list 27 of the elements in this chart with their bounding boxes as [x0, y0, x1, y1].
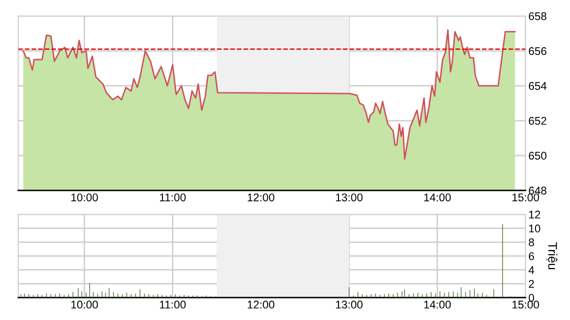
y-tick-label: 656	[528, 47, 546, 56]
y-tick-label: 8	[528, 238, 534, 246]
x-tick-label: 14:00	[424, 193, 451, 202]
x-tick-label: 10:00	[71, 193, 98, 202]
y-tick-label: 652	[528, 116, 546, 125]
y-tick-label: 10	[529, 224, 540, 232]
y-tick-label: 658	[528, 12, 546, 20]
x-tick-label: 10:00	[71, 300, 98, 309]
x-tick-label: 11:00	[160, 193, 186, 202]
x-tick-label: 15:00	[512, 300, 540, 309]
x-tick-label: 12:00	[248, 193, 274, 202]
y-tick-label: 650	[528, 152, 546, 160]
y-tick-label: 6	[528, 252, 534, 260]
x-tick-label: 11:00	[160, 300, 186, 309]
x-tick-label: 14:00	[424, 300, 451, 309]
y-tick-label: 0	[528, 294, 534, 302]
y-axis-title: Triệu	[546, 242, 558, 270]
y-tick-label: 2	[528, 280, 534, 288]
y-tick-label: 648	[528, 186, 546, 195]
y-tick-label: 12	[529, 210, 540, 218]
x-tick-label: 13:00	[336, 193, 363, 202]
x-tick-label: 12:00	[248, 300, 274, 309]
x-tick-label: 13:00	[336, 300, 363, 309]
y-tick-label: 4	[528, 266, 534, 274]
y-tick-label: 654	[528, 82, 547, 90]
line-series	[22, 29, 516, 160]
x-tick-label: 15:00	[512, 193, 540, 202]
